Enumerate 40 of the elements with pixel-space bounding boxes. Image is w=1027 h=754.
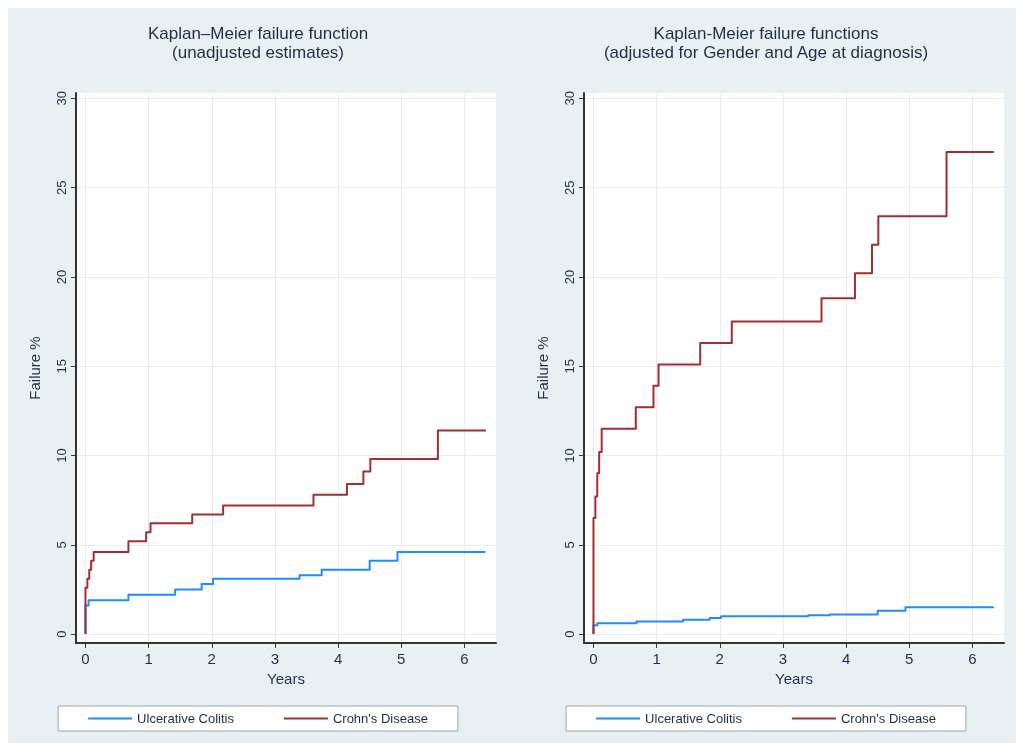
y-tick-label: 0 [562, 630, 577, 638]
x-tick-label: 4 [333, 650, 343, 667]
y-tick-label: 30 [54, 91, 69, 106]
x-tick-label: 4 [841, 650, 851, 667]
y-tick-label: 0 [54, 630, 69, 638]
y-tick-label: 25 [54, 180, 69, 195]
x-tick-label: 3 [778, 650, 788, 667]
x-axis-title: Years [775, 669, 813, 687]
x-tick-label: 3 [270, 650, 280, 667]
x-axis-title: Years [267, 669, 305, 687]
y-tick-label: 5 [54, 541, 69, 549]
x-tick-label: 1 [652, 650, 661, 667]
legend-label: Crohn's Disease [332, 711, 428, 726]
y-tick-label: 25 [562, 180, 577, 195]
x-tick-label: 0 [81, 650, 90, 667]
y-tick-label: 20 [54, 269, 69, 285]
chart-subtitle: (unadjusted estimates) [172, 43, 344, 62]
x-tick-label: 6 [460, 650, 469, 667]
x-tick-label: 0 [589, 650, 598, 667]
legend-label: Ulcerative Colitis [137, 711, 235, 726]
y-axis-title: Failure % [26, 336, 43, 400]
y-tick-label: 10 [562, 448, 577, 463]
x-tick-label: 5 [905, 650, 914, 667]
legend-label: Crohn's Disease [840, 711, 936, 726]
x-tick-label: 2 [715, 650, 724, 667]
x-tick-label: 5 [397, 650, 406, 667]
chart-title: Kaplan-Meier failure functions [653, 24, 879, 43]
legend-label: Ulcerative Colitis [645, 711, 743, 726]
y-tick-label: 15 [54, 358, 69, 374]
y-tick-label: 15 [562, 358, 577, 374]
chart-subtitle: (adjusted for Gender and Age at diagnosis) [603, 43, 929, 62]
chart-title: Kaplan–Meier failure function [147, 24, 369, 43]
y-axis-title: Failure % [534, 336, 551, 400]
y-tick-label: 10 [54, 448, 69, 463]
y-tick-label: 20 [562, 269, 577, 285]
y-tick-label: 5 [562, 541, 577, 549]
x-tick-label: 6 [968, 650, 977, 667]
x-tick-label: 1 [144, 650, 153, 667]
x-tick-label: 2 [207, 650, 216, 667]
y-tick-label: 30 [562, 91, 577, 106]
